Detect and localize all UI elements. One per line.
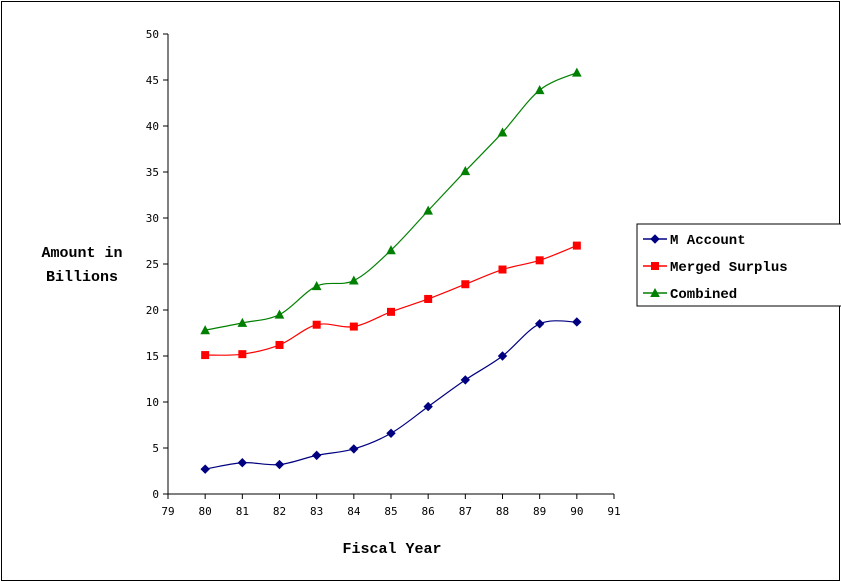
- series-line-combined: [205, 72, 578, 331]
- y-tick-label: 30: [146, 212, 159, 225]
- y-tick-label: 45: [146, 74, 159, 87]
- y-axis-title-line-1: Amount in: [41, 245, 122, 262]
- data-point-combined: [571, 67, 582, 77]
- data-point-merged-surplus: [498, 265, 507, 274]
- x-tick-label: 84: [347, 505, 361, 518]
- data-point-m-account: [386, 428, 396, 438]
- legend-label-m-account: M Account: [670, 233, 746, 249]
- data-point-combined: [237, 317, 248, 327]
- legend-box: [636, 223, 841, 307]
- data-point-combined: [386, 245, 396, 255]
- x-tick-label: 90: [570, 505, 583, 518]
- series-layer: [200, 67, 582, 474]
- x-tick-label: 79: [161, 505, 174, 518]
- data-point-combined: [534, 85, 545, 95]
- y-tick-label: 15: [146, 350, 159, 363]
- x-tick-label: 89: [533, 505, 546, 518]
- data-point-combined: [200, 325, 211, 335]
- data-point-merged-surplus: [275, 340, 284, 349]
- y-tick-label: 5: [152, 442, 159, 455]
- x-tick-label: 82: [273, 505, 286, 518]
- x-tick-label: 80: [199, 505, 212, 518]
- axes: [167, 34, 614, 495]
- x-axis-ticks: 79 80 81 82 83 84 85 86 87 88 89 90 91: [161, 494, 621, 518]
- data-point-merged-surplus: [201, 351, 210, 360]
- data-point-m-account: [572, 317, 582, 327]
- data-point-combined: [311, 281, 322, 291]
- data-point-m-account: [274, 459, 285, 470]
- data-point-m-account: [237, 458, 248, 468]
- legend-items: M Account Merged Surplus Combined: [643, 233, 788, 303]
- series-combined: [200, 67, 582, 335]
- legend-label-merged-surplus: Merged Surplus: [670, 260, 788, 276]
- legend: M Account Merged Surplus Combined: [636, 223, 841, 307]
- y-tick-label: 50: [146, 28, 159, 41]
- y-axis-title-line-2: Billions: [46, 269, 118, 286]
- x-tick-label: 85: [384, 505, 397, 518]
- data-point-m-account: [423, 401, 433, 412]
- data-point-combined: [423, 205, 433, 215]
- y-tick-label: 40: [146, 120, 159, 133]
- data-point-combined: [497, 127, 508, 137]
- data-point-merged-surplus: [312, 320, 321, 329]
- x-tick-label: 81: [236, 505, 249, 518]
- data-point-merged-surplus: [424, 294, 433, 303]
- series-m-account: [200, 317, 582, 474]
- data-point-combined: [274, 309, 285, 319]
- data-point-m-account: [349, 444, 359, 454]
- data-point-combined: [460, 166, 471, 176]
- y-tick-label: 0: [152, 488, 159, 501]
- data-point-m-account: [497, 351, 508, 361]
- y-tick-label: 25: [146, 258, 159, 271]
- x-axis-title: Fiscal Year: [342, 541, 441, 558]
- data-point-merged-surplus: [387, 307, 395, 316]
- y-tick-label: 35: [146, 166, 159, 179]
- series-merged-surplus: [201, 241, 581, 360]
- data-point-m-account: [200, 464, 210, 474]
- x-tick-label: 91: [607, 505, 620, 518]
- x-tick-label: 88: [496, 505, 509, 518]
- data-point-merged-surplus: [349, 322, 358, 331]
- data-point-merged-surplus: [535, 256, 544, 265]
- data-point-merged-surplus: [572, 241, 581, 250]
- x-tick-label: 86: [422, 505, 435, 518]
- y-tick-label: 10: [146, 396, 159, 409]
- series-line-m-account: [205, 320, 577, 470]
- x-tick-label: 83: [310, 505, 323, 518]
- data-point-m-account: [460, 375, 471, 385]
- x-tick-label: 87: [459, 505, 472, 518]
- y-tick-label: 20: [146, 304, 159, 317]
- data-point-m-account: [534, 319, 545, 329]
- data-point-merged-surplus: [461, 280, 470, 289]
- data-point-m-account: [311, 450, 322, 461]
- y-axis-ticks: 0 5 10 15 20 25 30 35 40 45 50: [146, 28, 168, 501]
- legend-marker-combined: [650, 287, 660, 297]
- data-point-combined: [349, 275, 359, 285]
- legend-marker-merged-surplus: [651, 262, 659, 270]
- legend-label-combined: Combined: [670, 287, 737, 303]
- legend-marker-m-account: [650, 234, 660, 244]
- data-point-merged-surplus: [238, 350, 247, 359]
